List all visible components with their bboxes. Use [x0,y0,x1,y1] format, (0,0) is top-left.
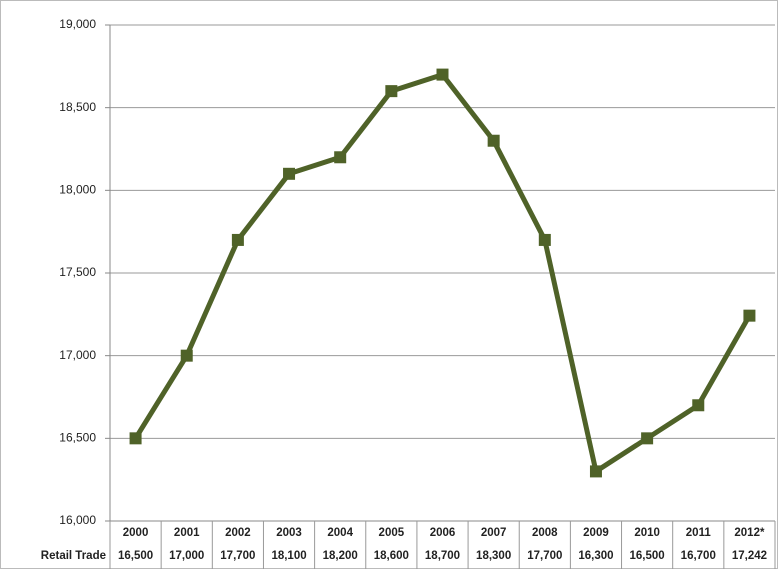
y-tick-label: 16,500 [59,431,96,445]
x-tick-label: 2004 [327,527,353,539]
data-point [487,134,500,147]
x-tick-label: 2002 [225,527,251,539]
x-tick-label: 2003 [276,527,302,539]
x-tick-label: 2005 [379,527,405,539]
table-value: 16,500 [118,550,153,562]
y-tick-label: 18,000 [59,183,96,197]
x-tick-label: 2010 [634,527,660,539]
x-tick-label: 2000 [123,527,149,539]
table-value: 18,300 [476,550,511,562]
x-tick-label: 2009 [583,527,609,539]
y-tick-label: 19,000 [59,17,96,31]
data-point [436,68,449,81]
x-tick-label: 2012* [734,527,765,539]
data-point [692,399,705,412]
data-point [385,85,398,98]
data-point [231,233,244,246]
data-point [283,167,296,180]
data-point [641,432,654,445]
table-value: 16,500 [630,550,665,562]
table-value: 17,242 [732,550,767,562]
table-value: 16,700 [681,550,716,562]
table-value: 18,100 [271,550,306,562]
data-point [743,309,756,322]
x-tick-label: 2007 [481,527,507,539]
data-point [334,151,347,164]
y-tick-label: 18,500 [59,100,96,114]
data-point [180,349,193,362]
table-value: 16,300 [578,550,613,562]
table-value: 17,700 [220,550,255,562]
table-value: 17,000 [169,550,204,562]
table-value: 17,700 [527,550,562,562]
y-tick-label: 17,500 [59,265,96,279]
x-tick-label: 2006 [430,527,456,539]
y-tick-label: 16,000 [59,513,96,527]
data-point [538,233,551,246]
table-value: 18,200 [323,550,358,562]
x-tick-label: 2008 [532,527,558,539]
table-row-label: Retail Trade [41,550,106,562]
x-tick-label: 2001 [174,527,200,539]
table-value: 18,600 [374,550,409,562]
data-point [129,432,142,445]
y-tick-label: 17,000 [59,348,96,362]
data-point [589,465,602,478]
table-value: 18,700 [425,550,460,562]
x-tick-label: 2011 [686,527,712,539]
